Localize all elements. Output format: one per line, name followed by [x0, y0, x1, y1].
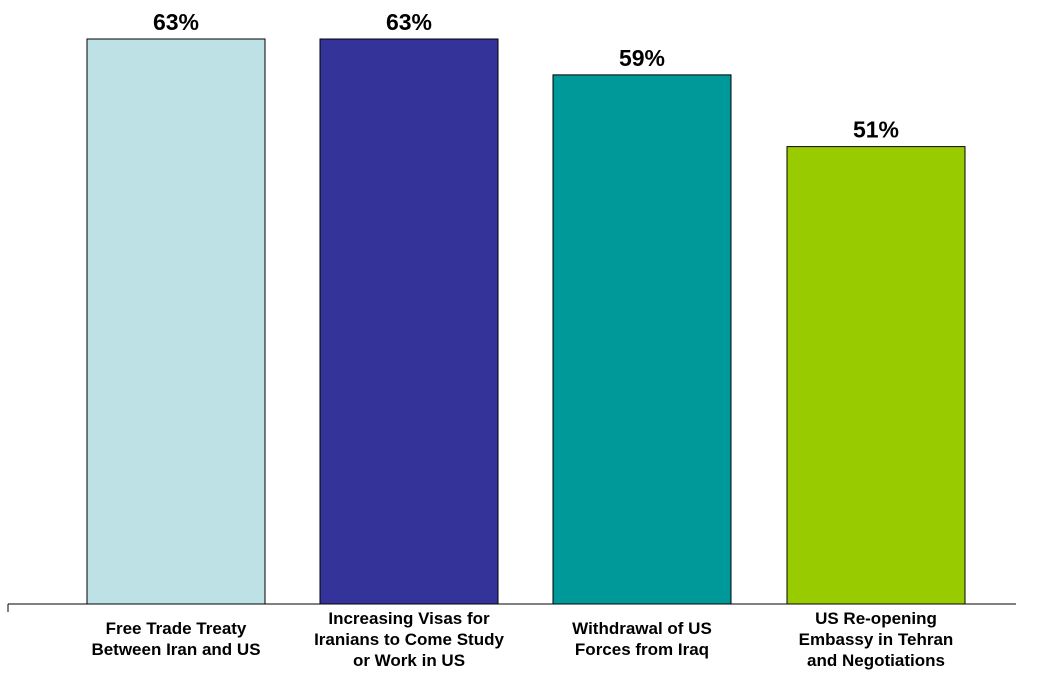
category-label-4: US Re-opening Embassy in Tehran and Nego…: [798, 609, 954, 670]
value-label-4: 51%: [853, 117, 899, 143]
category-label-1: Free Trade Treaty Between Iran and US: [91, 619, 261, 659]
bar-3: [552, 74, 732, 605]
bar-4: [786, 146, 966, 605]
value-label-2: 63%: [386, 9, 432, 35]
value-label-1: 63%: [153, 9, 199, 35]
category-label-3: Withdrawal of US Forces from Iraq: [572, 619, 712, 659]
value-label-3: 59%: [619, 45, 665, 71]
bar-2: [319, 38, 499, 605]
category-label-2: Increasing Visas for Iranians to Come St…: [314, 609, 504, 670]
bar-1: [86, 38, 266, 605]
